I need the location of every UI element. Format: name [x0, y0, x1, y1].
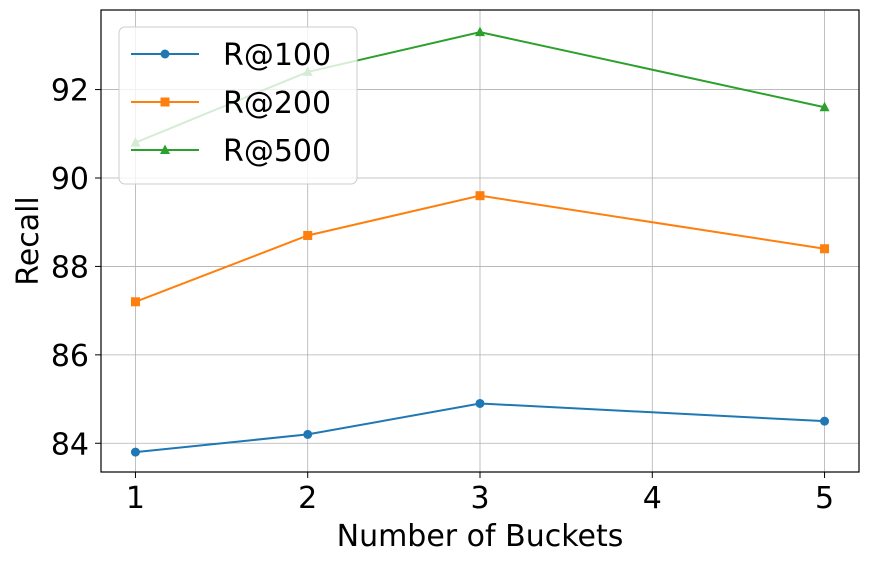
legend-item: R@500: [131, 134, 331, 169]
legend-marker: [160, 97, 170, 107]
legend: R@100 R@200 R@500: [118, 26, 358, 185]
data-point: [820, 244, 830, 254]
x-axis-label: Number of Buckets: [337, 519, 624, 554]
series-R@100: [130, 398, 830, 457]
y-tick-label: 90: [51, 162, 89, 197]
data-point: [303, 429, 313, 439]
x-tick-label: 3: [470, 481, 489, 516]
y-tick-label: 84: [51, 427, 89, 462]
data-point: [820, 416, 830, 426]
legend-label: R@100: [223, 38, 331, 73]
data-point: [303, 230, 313, 240]
y-tick-label: 88: [51, 250, 89, 285]
series-line: [135, 402, 825, 454]
legend-item: R@200: [131, 86, 331, 121]
x-tick-label: 1: [126, 481, 145, 516]
data-point: [130, 447, 140, 457]
y-axis-label: Recall: [11, 196, 46, 286]
data-point: [475, 26, 485, 37]
data-point: [130, 297, 140, 307]
series-R@200: [130, 191, 830, 307]
legend-frame: [118, 26, 358, 185]
legend-marker: [160, 144, 170, 154]
x-tick-label: 5: [815, 481, 834, 516]
legend-item: R@100: [131, 38, 331, 73]
legend-label: R@500: [223, 134, 331, 169]
data-point: [819, 101, 830, 112]
legend-label: R@200: [223, 86, 331, 121]
data-point: [475, 191, 485, 201]
x-axis-ticks: 1 2 3 4 5: [126, 472, 834, 516]
y-axis-ticks: 84 86 88 90 92: [51, 74, 101, 462]
x-tick-label: 4: [643, 481, 662, 516]
y-tick-label: 86: [51, 339, 89, 374]
data-point: [475, 398, 485, 408]
series-line: [135, 194, 825, 303]
x-tick-label: 2: [298, 481, 317, 516]
legend-marker: [160, 49, 170, 59]
y-tick-label: 92: [51, 74, 89, 109]
